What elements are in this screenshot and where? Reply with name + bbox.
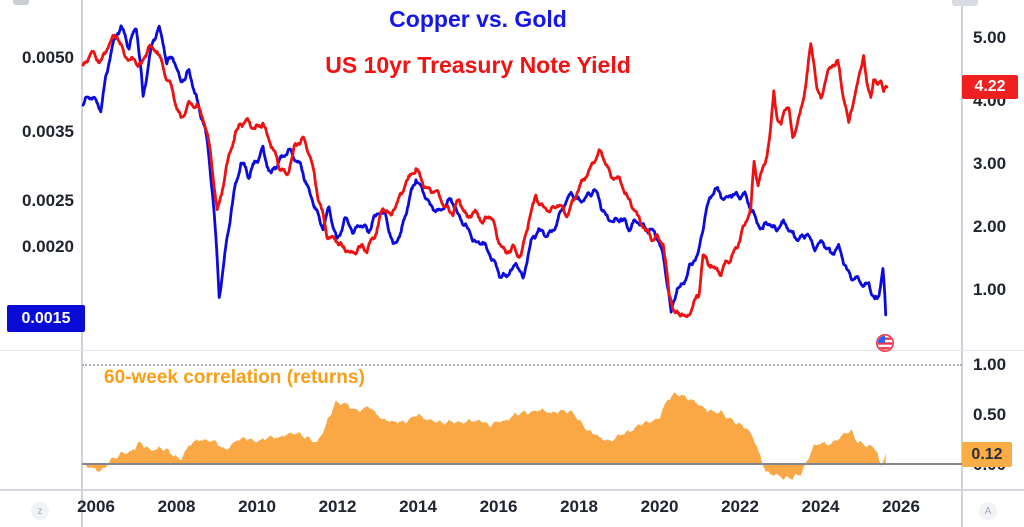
chart-title-copper-gold: Copper vs. Gold (389, 6, 567, 32)
time-axis-tick: 2012 (318, 497, 357, 516)
time-axis-tick: 2014 (399, 497, 437, 516)
time-axis-border (0, 489, 1024, 491)
left-axis-tick: 0.0035 (22, 121, 74, 141)
right-axis-tick: 5.00 (973, 28, 1007, 47)
time-axis-tick: 2016 (479, 497, 518, 516)
auto-scale-button[interactable]: A (979, 502, 997, 520)
timezone-button[interactable]: z (31, 502, 49, 520)
correlation-zero-line (82, 463, 962, 465)
correlation-area-series[interactable] (83, 392, 886, 480)
correlation-last-value-badge: 0.12 (962, 442, 1012, 467)
time-axis-tick: 2008 (157, 497, 196, 516)
treasury-yield-line-series[interactable] (81, 33, 889, 319)
right-axis-tick: 3.00 (973, 154, 1007, 173)
left-axis-border (81, 0, 83, 527)
right-axis-tick: 0.50 (973, 405, 1007, 424)
time-axis-tick: 2026 (882, 497, 920, 516)
right-axis-tick: 2.00 (973, 217, 1007, 236)
time-axis-tick: 2010 (238, 497, 276, 516)
time-axis-tick: 2024 (801, 497, 840, 516)
time-axis-tick: 2022 (721, 497, 759, 516)
left-axis-tick: 0.0050 (22, 48, 74, 67)
chart-title-treasury-yield: US 10yr Treasury Note Yield (325, 52, 631, 78)
copper-gold-last-price-badge: 0.0015 (7, 305, 85, 332)
right-axis-tick: 1.00 (973, 355, 1007, 374)
left-axis-tick: 0.0025 (22, 190, 74, 210)
right-axis-border (961, 0, 963, 527)
left-axis-tick: 0.0020 (22, 237, 74, 257)
correlation-one-level-dotted-line (82, 364, 962, 366)
right-axis-tick: 1.00 (973, 280, 1007, 299)
copper-gold-line-series[interactable] (81, 24, 888, 317)
treasury-yield-last-price-badge: 4.22 (962, 75, 1018, 99)
clipped-toolbar-icon (952, 0, 978, 6)
time-axis-tick: 2006 (77, 497, 115, 516)
correlation-panel-label: 60-week correlation (returns) (104, 367, 365, 388)
panel-separator (0, 350, 1024, 351)
us-flag-event-marker-icon[interactable] (875, 333, 894, 352)
clipped-toolbar-icon (13, 0, 29, 5)
time-axis-tick: 2018 (560, 497, 598, 516)
time-axis-tick: 2020 (640, 497, 679, 516)
